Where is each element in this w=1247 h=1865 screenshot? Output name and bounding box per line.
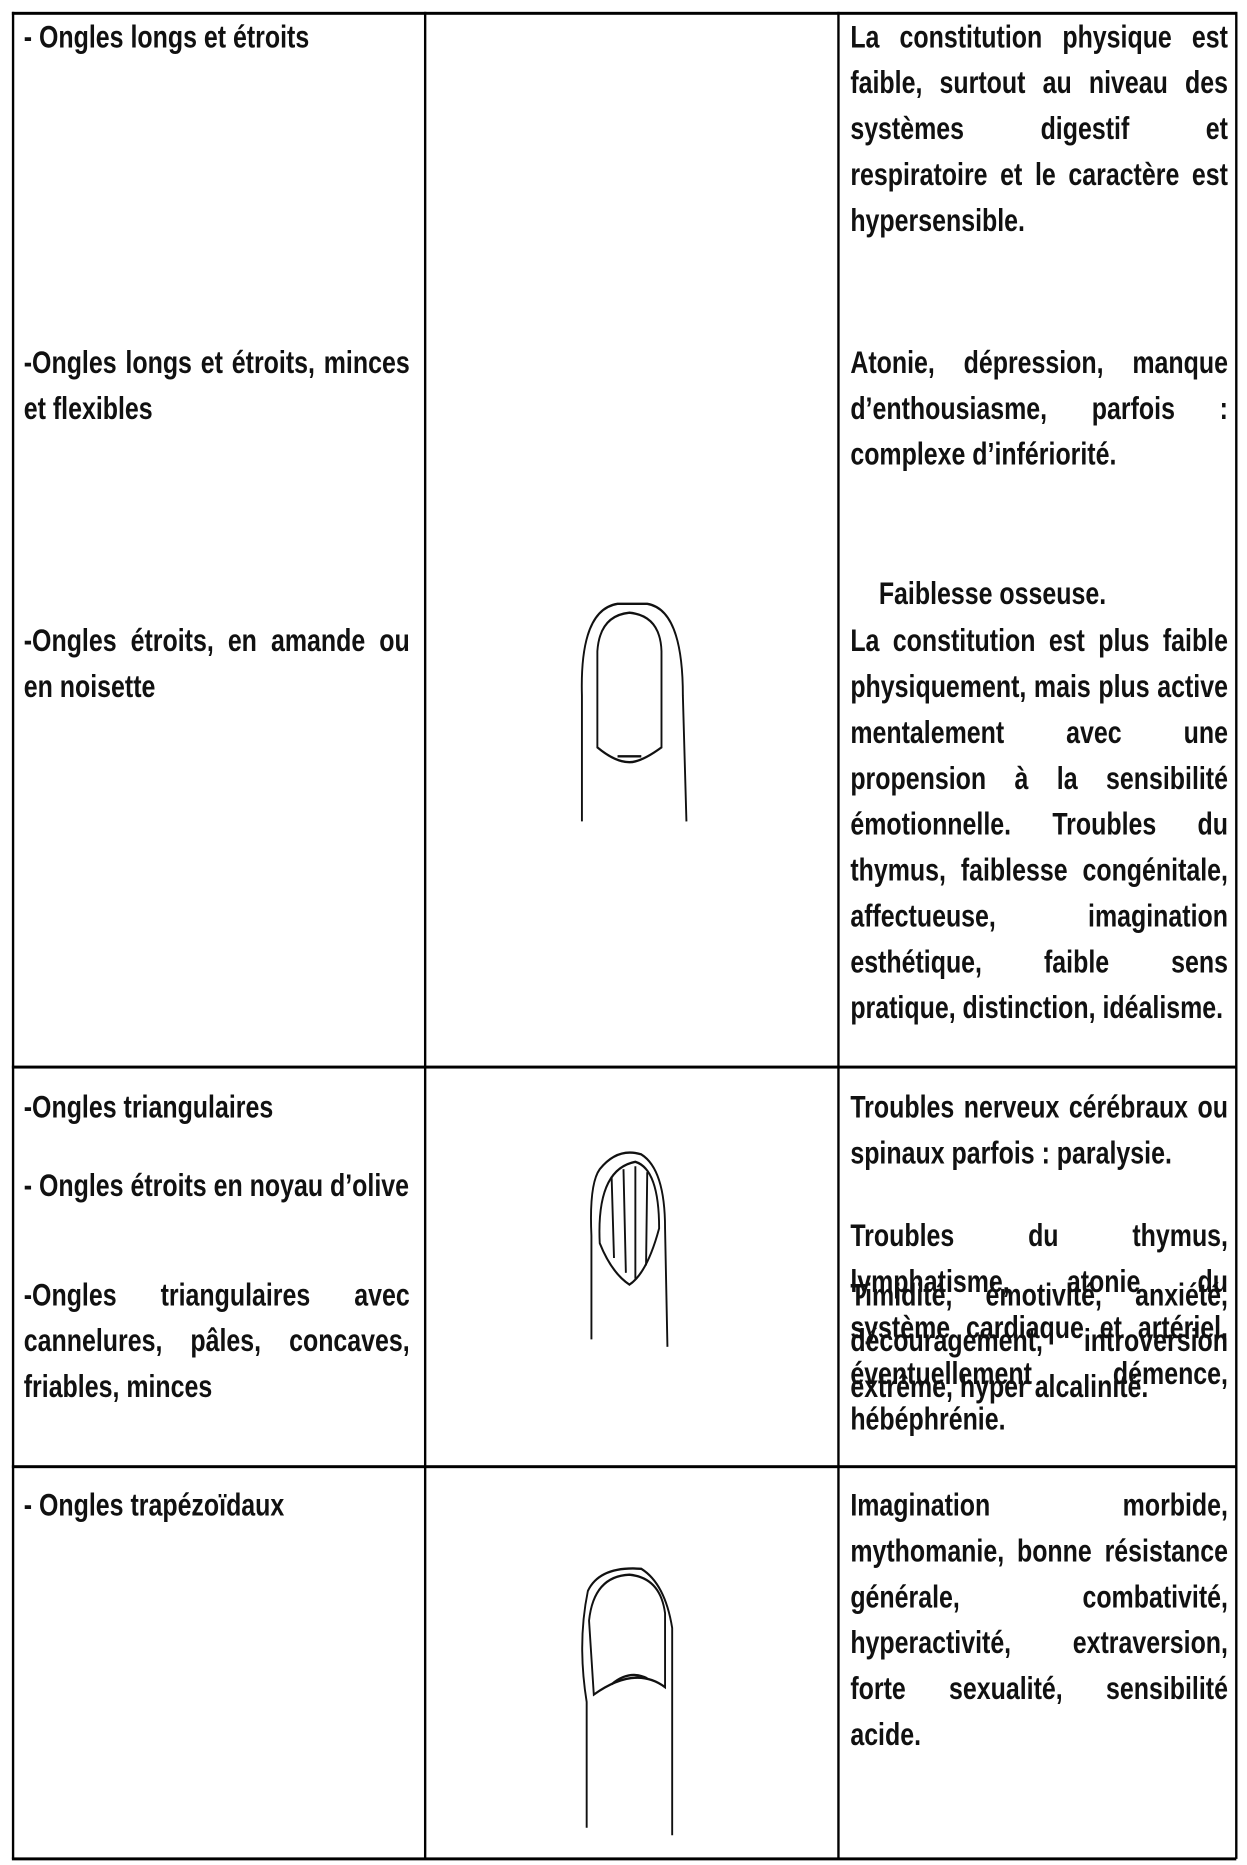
border [423, 11, 426, 1859]
cell-text: - Ongles longs et étroits [23, 20, 310, 55]
cell-text: -Ongles étroits, en amande ou en noisett… [23, 624, 410, 705]
cell-text: Imagination morbide, mythomanie, bonne r… [850, 1488, 1228, 1753]
nail-drawing [590, 1151, 669, 1347]
cell-text: -Ongles triangulaires avec cannelures, p… [23, 1278, 410, 1405]
cell-text: Atonie, dépression, manque d’enthousiasm… [850, 346, 1228, 473]
cell-text: La constitution physique est faible, sur… [850, 20, 1228, 239]
border [11, 1065, 1237, 1068]
cell-text: -Ongles longs et étroits, minces et flex… [23, 346, 410, 427]
cell-text: - Ongles étroits en noyau d’olive [23, 1169, 410, 1204]
cell-text: Timidité, émotivité, anxiété, découragem… [850, 1278, 1228, 1405]
cell-text: -Ongles triangulaires [23, 1090, 274, 1125]
border [11, 11, 1237, 15]
cell-text: - Ongles trapézoïdaux [23, 1488, 285, 1523]
border [11, 1857, 1237, 1860]
cell-text: Troubles du thymus, lymphatisme, atonie … [850, 1219, 1228, 1438]
cell-text: La constitution est plus faible physique… [850, 624, 1228, 1026]
cell-text: Faiblesse osseuse. [878, 577, 1107, 612]
nail-drawing [580, 602, 688, 822]
border [1235, 11, 1237, 1859]
nail-drawing [581, 1567, 674, 1836]
border [11, 11, 14, 1859]
cell-text: Troubles nerveux cérébraux ou spinaux pa… [850, 1090, 1228, 1171]
border [837, 11, 840, 1859]
border [11, 1465, 1237, 1468]
